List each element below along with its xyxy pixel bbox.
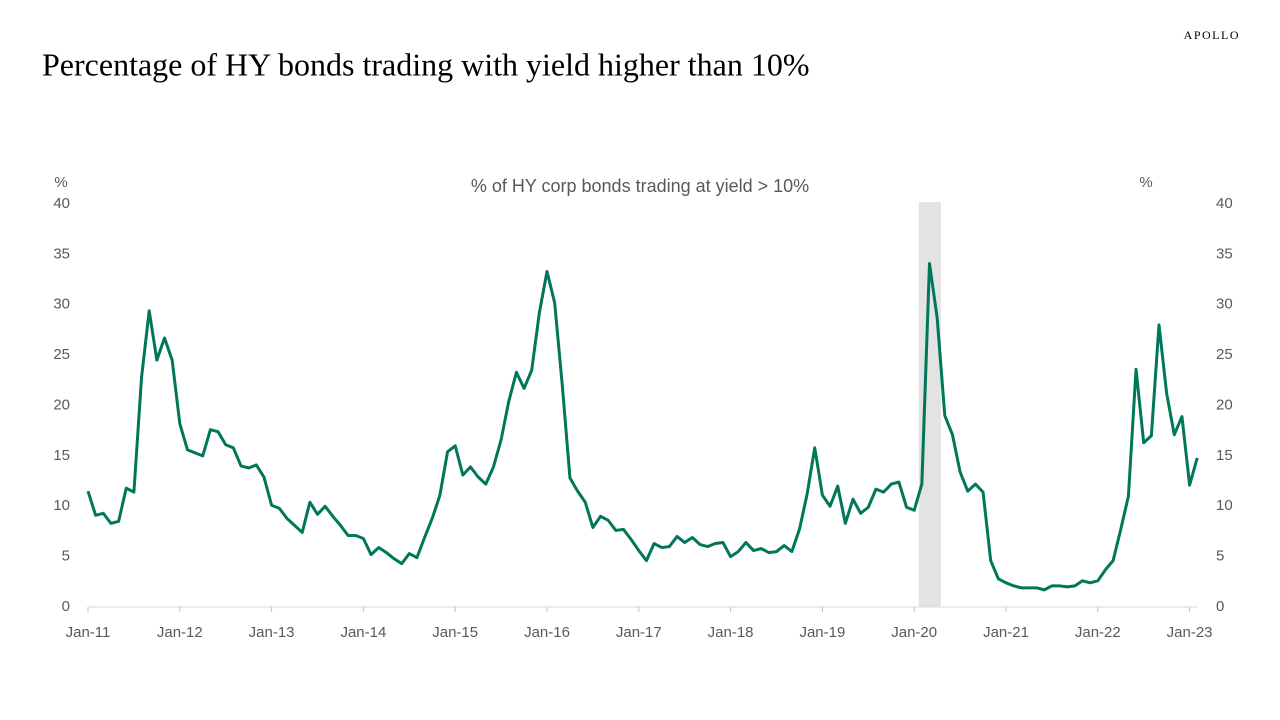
x-tick-label: Jan-17 bbox=[616, 624, 662, 641]
x-tick-label: Jan-14 bbox=[340, 624, 386, 641]
y2-tick-label: 20 bbox=[1216, 396, 1233, 413]
data-line bbox=[86, 261, 1199, 592]
x-tick-label: Jan-22 bbox=[1075, 624, 1121, 641]
y-axis-label: % bbox=[54, 174, 67, 191]
y-tick-label: 20 bbox=[53, 396, 70, 413]
chart-title: Percentage of HY bonds trading with yiel… bbox=[42, 46, 810, 82]
y2-tick-label: 35 bbox=[1216, 245, 1233, 262]
y2-tick-label: 25 bbox=[1216, 346, 1233, 363]
y2-tick-label: 40 bbox=[1216, 195, 1233, 212]
x-tick-label: Jan-12 bbox=[157, 624, 203, 641]
y-tick-label: 40 bbox=[53, 195, 70, 212]
x-tick-label: Jan-13 bbox=[249, 624, 295, 641]
x-tick-label: Jan-19 bbox=[799, 624, 845, 641]
y2-tick-label: 15 bbox=[1216, 447, 1233, 464]
y-tick-label: 25 bbox=[53, 346, 70, 363]
y2-tick-label: 5 bbox=[1216, 548, 1224, 565]
y2-axis-label: % bbox=[1139, 174, 1152, 191]
x-tick-label: Jan-18 bbox=[708, 624, 754, 641]
x-tick-label: Jan-11 bbox=[66, 624, 111, 641]
y-tick-label: 35 bbox=[53, 245, 70, 262]
x-tick-label: Jan-16 bbox=[524, 624, 570, 641]
y-tick-label: 5 bbox=[62, 548, 70, 565]
x-tick-label: Jan-20 bbox=[891, 624, 937, 641]
y-tick-label: 10 bbox=[53, 497, 70, 514]
chart-subtitle: % of HY corp bonds trading at yield > 10… bbox=[471, 176, 809, 196]
y-tick-label: 30 bbox=[53, 296, 70, 313]
y-tick-label: 15 bbox=[53, 447, 70, 464]
x-tick-label: Jan-21 bbox=[983, 624, 1029, 641]
y2-tick-label: 0 bbox=[1216, 598, 1224, 615]
y2-tick-label: 10 bbox=[1216, 497, 1233, 514]
brand: APOLLO bbox=[1184, 28, 1240, 42]
x-tick-label: Jan-15 bbox=[432, 624, 478, 641]
y2-tick-label: 30 bbox=[1216, 296, 1233, 313]
y-tick-label: 0 bbox=[62, 598, 70, 615]
x-tick-label: Jan-23 bbox=[1167, 624, 1213, 641]
